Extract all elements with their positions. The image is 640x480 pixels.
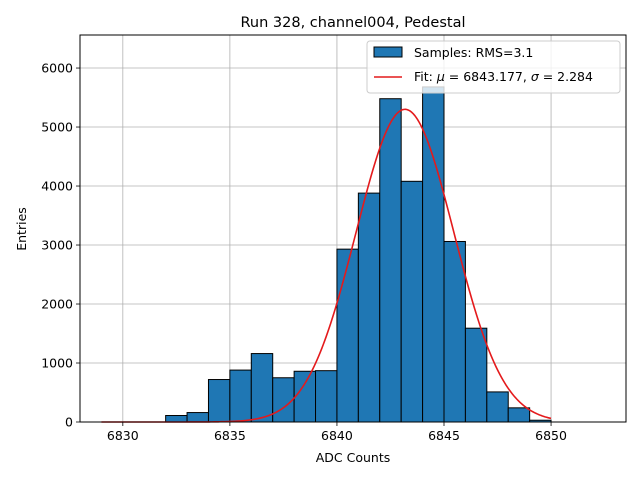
histogram-bar <box>250 353 274 423</box>
histogram-bar <box>443 240 466 423</box>
x-tick-label: 6840 <box>321 428 353 443</box>
y-axis-label: Entries <box>14 207 29 251</box>
histogram-bar <box>379 98 402 423</box>
y-axis: 0 1000 2000 3000 4000 5000 6000 <box>41 61 80 430</box>
legend-frame <box>366 40 621 94</box>
legend-fit-mu-symbol: μ <box>436 69 445 84</box>
histogram-bar <box>336 248 359 423</box>
x-tick-label: 6850 <box>535 428 567 443</box>
histogram-bar <box>165 415 188 423</box>
histogram-bar <box>486 391 509 423</box>
histogram-bar <box>186 412 209 423</box>
histogram-bar <box>272 377 295 423</box>
histogram-bar <box>207 379 231 423</box>
histogram-bar <box>400 180 424 423</box>
legend-samples-swatch <box>373 46 403 58</box>
x-axis-label: ADC Counts <box>316 450 391 465</box>
y-tick-label: 4000 <box>41 179 73 194</box>
histogram-bar <box>357 192 381 423</box>
histogram-bar <box>507 407 531 423</box>
histogram-bar <box>293 370 317 423</box>
x-tick-label: 6830 <box>107 428 139 443</box>
plot-frame <box>79 34 627 423</box>
bars-layer <box>165 86 552 423</box>
y-tick-label: 2000 <box>41 297 73 312</box>
x-tick-label: 6835 <box>214 428 246 443</box>
x-tick-label: 6845 <box>428 428 460 443</box>
histogram-bar <box>315 370 338 423</box>
chart-title: Run 328, channel004, Pedestal <box>240 15 465 31</box>
legend-fit-mu-text: = 6843.177, <box>445 69 531 84</box>
y-tick-label: 3000 <box>41 238 73 253</box>
legend-samples-label: Samples: RMS=3.1 <box>414 45 533 60</box>
y-tick-label: 6000 <box>41 61 73 76</box>
legend-fit-sigma-symbol: σ <box>531 69 540 84</box>
y-tick-label: 1000 <box>41 356 73 371</box>
y-tick-label: 5000 <box>41 120 73 135</box>
legend: Samples: RMS=3.1 Fit: μ = 6843.177, σ = … <box>366 40 621 94</box>
legend-fit-sigma-text: = 2.284 <box>539 69 593 84</box>
y-tick-label: 0 <box>65 415 73 430</box>
legend-fit-label: Fit: μ = 6843.177, σ = 2.284 <box>414 69 593 84</box>
histogram-bar <box>464 327 488 423</box>
x-axis: 6830 6835 6840 6845 6850 <box>107 422 567 443</box>
histogram-bar <box>229 369 252 423</box>
legend-fit-prefix: Fit: <box>414 69 437 84</box>
